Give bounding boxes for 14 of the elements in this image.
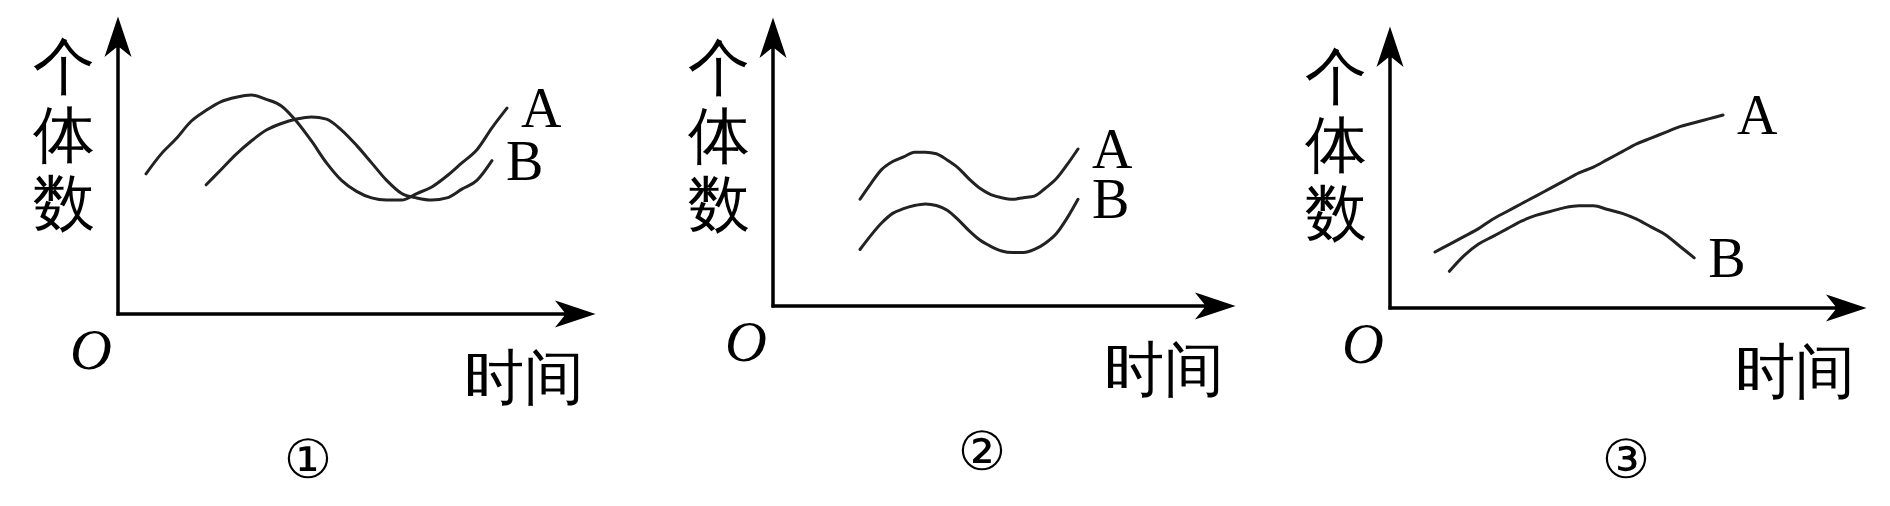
x-axis-title: 时间 — [464, 345, 584, 411]
series-label: B — [1708, 226, 1746, 289]
series-label: A — [1737, 84, 1778, 146]
y-axis-title: 个体数 — [688, 34, 750, 238]
text: O — [1342, 311, 1384, 376]
x-axis-title: 时间 — [1104, 337, 1224, 403]
text: ① — [283, 430, 333, 490]
y-axis-title: 个体数 — [1305, 43, 1367, 247]
text: ③ — [1601, 430, 1651, 490]
x-axis-title: 时间 — [1735, 339, 1855, 405]
text: O — [70, 317, 112, 382]
text: O — [725, 309, 767, 374]
text: ② — [957, 422, 1007, 482]
y-axis-title: 个体数 — [33, 33, 95, 237]
